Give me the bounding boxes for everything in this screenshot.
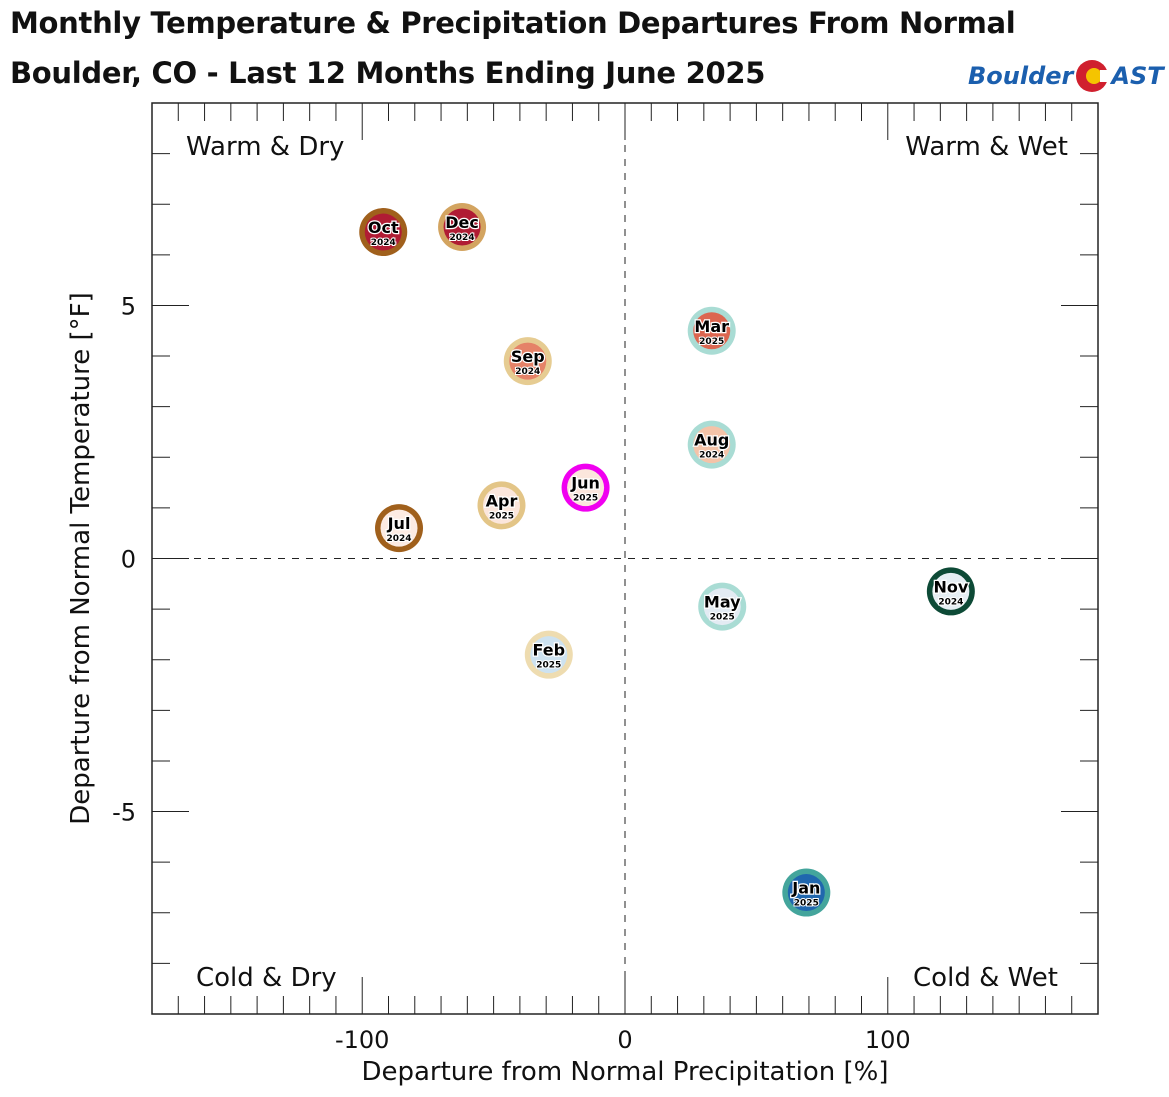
point-month-label: May <box>704 593 741 612</box>
x-tick-label: -100 <box>335 1026 389 1054</box>
point-year-label: 2024 <box>450 233 475 243</box>
quadrant-label-warm-wet: Warm & Wet <box>905 132 1068 162</box>
point-fill <box>787 874 825 912</box>
point-fill <box>693 426 731 464</box>
chart-title: Monthly Temperature & Precipitation Depa… <box>10 6 1016 40</box>
point-fill <box>932 572 970 610</box>
point-fill <box>703 588 741 626</box>
point-year-label: 2025 <box>536 661 561 671</box>
logo-text-right: AST <box>1111 62 1164 90</box>
point-year-label: 2024 <box>699 451 724 461</box>
point-fill <box>530 636 568 674</box>
point-fill <box>482 486 520 524</box>
point-fill <box>693 312 731 350</box>
quadrant-label-warm-dry: Warm & Dry <box>186 132 344 162</box>
ticks-layer <box>152 103 1098 1014</box>
point-fill <box>443 208 481 246</box>
quadrant-label-cold-dry: Cold & Dry <box>196 963 337 993</box>
data-points: Jul2024Aug2024Sep2024Oct2024Nov2024Dec20… <box>359 202 975 917</box>
point-month-label: Sep <box>511 347 545 366</box>
point-year-label: 2025 <box>699 337 724 347</box>
point-fill <box>509 342 547 380</box>
x-tick-label: 100 <box>865 1026 911 1054</box>
point-fill <box>567 469 605 507</box>
point-month-label: Oct <box>368 218 399 237</box>
point-month-label: Jan <box>791 879 820 898</box>
point-month-label: Dec <box>445 213 479 232</box>
point-year-label: 2025 <box>794 899 819 909</box>
point-year-label: 2024 <box>938 597 963 607</box>
point-year-label: 2025 <box>573 494 598 504</box>
tick-labels: -100 0 100 -5 0 5 <box>112 292 911 1054</box>
point-year-label: 2024 <box>515 367 540 377</box>
y-axis-title: Departure from Normal Temperature [°F] <box>66 292 96 825</box>
x-axis-title: Departure from Normal Precipitation [%] <box>361 1057 888 1087</box>
point-month-label: Feb <box>532 641 565 660</box>
point-year-label: 2025 <box>489 511 514 521</box>
point-month-label: Jun <box>570 474 600 493</box>
logo-text-left: Boulder <box>968 62 1074 90</box>
chart-subtitle: Boulder, CO - Last 12 Months Ending June… <box>10 56 766 90</box>
point-month-label: Nov <box>933 577 968 596</box>
point-month-label: Apr <box>486 491 518 510</box>
colorado-c-icon <box>1074 58 1113 94</box>
point-month-label: Mar <box>694 317 729 336</box>
point-year-label: 2024 <box>386 534 411 544</box>
point-month-label: Jul <box>387 514 411 533</box>
point-year-label: 2025 <box>710 613 735 623</box>
y-tick-label: 0 <box>121 546 136 574</box>
zero-lines <box>152 103 1098 1014</box>
point-fill <box>380 509 418 547</box>
bouldercast-logo: Boulder AST <box>968 56 1164 96</box>
y-tick-label: 5 <box>121 292 136 320</box>
point-month-label: Aug <box>694 431 729 450</box>
x-tick-label: 0 <box>617 1026 632 1054</box>
point-year-label: 2024 <box>371 238 396 248</box>
point-fill <box>364 213 402 251</box>
y-tick-label: -5 <box>112 799 136 827</box>
quadrant-label-cold-wet: Cold & Wet <box>913 963 1058 993</box>
